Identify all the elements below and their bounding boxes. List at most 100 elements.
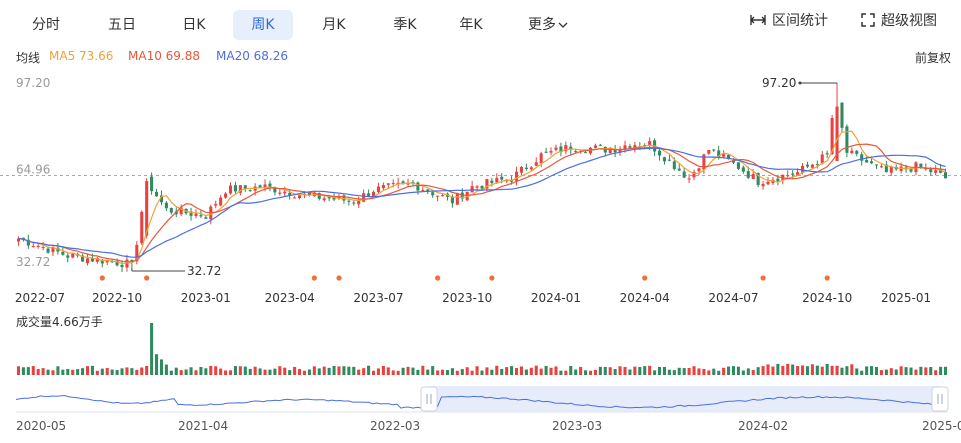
candle-body <box>61 251 65 255</box>
candle-body <box>731 160 736 163</box>
event-marker <box>435 275 441 281</box>
volume-bar <box>342 366 346 375</box>
event-marker <box>824 275 830 281</box>
volume-bar <box>697 368 701 375</box>
volume-bar <box>16 366 20 375</box>
volume-bar <box>569 365 573 375</box>
x-tick-label: 2023-01 <box>181 291 231 305</box>
volume-bar <box>519 366 523 375</box>
volume-bar <box>135 369 139 375</box>
candle-body <box>406 183 410 185</box>
candle-body <box>613 149 617 153</box>
volume-bar <box>510 366 514 375</box>
volume-bar <box>692 366 696 375</box>
tab-more[interactable]: 更多 <box>515 10 581 40</box>
candle-body <box>224 193 228 198</box>
tab-quarterly-k[interactable]: 季K <box>377 10 433 40</box>
candle-body <box>490 180 494 183</box>
volume-bar <box>593 369 597 375</box>
candle-body <box>618 148 622 153</box>
volume-bar <box>100 368 104 375</box>
volume-bar <box>677 367 681 375</box>
tab-weekly-k[interactable]: 周K <box>233 10 293 40</box>
volume-bar <box>889 368 893 375</box>
volume-bar <box>204 368 208 375</box>
tab-monthly-k[interactable]: 月K <box>306 10 362 40</box>
candle-body <box>840 102 844 128</box>
candle-body <box>450 196 454 204</box>
candle-body <box>41 247 45 249</box>
navigator-handle-left[interactable] <box>420 386 438 412</box>
candle-body <box>120 264 124 268</box>
volume-bar <box>865 366 869 375</box>
volume-bar <box>534 365 538 375</box>
volume-bar <box>174 367 178 375</box>
volume-bar <box>115 370 119 375</box>
candle-body <box>179 207 183 215</box>
tab-label: 五日 <box>108 17 136 33</box>
volume-bar <box>874 366 879 375</box>
candle-body <box>263 184 267 187</box>
candle-body <box>293 197 297 199</box>
volume-bar <box>741 370 745 375</box>
candle-body <box>337 196 341 199</box>
volume-bar <box>717 370 721 375</box>
tab-fenshi[interactable]: 分时 <box>18 10 74 40</box>
volume-bar <box>71 369 75 375</box>
candle-body <box>514 171 519 181</box>
tab-daily-k[interactable]: 日K <box>166 10 222 40</box>
candle-body <box>199 215 203 217</box>
candle-body <box>707 150 711 154</box>
volume-bar <box>539 368 543 375</box>
volume-bar <box>470 370 474 375</box>
volume-bar <box>830 365 834 375</box>
super-view-button[interactable]: 超级视图 <box>861 10 937 30</box>
adjust-mode-label[interactable]: 前复权 <box>914 51 951 65</box>
kline-chart[interactable]: 97.20 64.96 32.72 97.20 32.72 2022-07 2022-10 2… <box>0 68 961 443</box>
tab-five-day[interactable]: 五日 <box>94 10 150 40</box>
candle-body <box>919 163 923 168</box>
volume-bar <box>559 370 563 375</box>
volume-bar <box>401 367 405 375</box>
x-tick-label: 2024-01 <box>531 291 581 305</box>
candle-body <box>46 248 50 253</box>
volume-bar <box>845 366 849 375</box>
volume-bar <box>214 366 218 375</box>
volume-bar <box>495 365 499 375</box>
ma10-line <box>18 143 946 263</box>
volume-bar <box>731 366 736 375</box>
candle-body <box>865 159 869 163</box>
volume-bar <box>825 364 829 375</box>
volume-bar <box>258 368 262 375</box>
tab-yearly-k[interactable]: 年K <box>443 10 499 40</box>
volume-bar <box>736 366 740 375</box>
candle-body <box>815 164 819 166</box>
candle-body <box>470 186 474 193</box>
navigator-handle-right[interactable] <box>931 386 949 412</box>
range-stats-button[interactable]: 区间统计 <box>750 10 828 30</box>
volume-bar <box>441 369 445 375</box>
candle-body <box>874 164 879 166</box>
volume-bar <box>505 367 509 375</box>
candle-body <box>692 171 696 178</box>
volume-bar <box>884 369 888 375</box>
candle-body <box>574 151 578 153</box>
volume-bar <box>130 368 134 375</box>
candle-body <box>924 168 928 170</box>
volume-bar <box>51 370 55 375</box>
candle-body <box>554 147 558 150</box>
candle-body <box>362 193 366 202</box>
candle-body <box>347 200 351 202</box>
volume-bar <box>751 370 755 375</box>
volume-bar <box>796 366 800 375</box>
volume-bar <box>357 369 361 375</box>
volume-bar <box>771 366 775 375</box>
candle-body <box>100 259 104 264</box>
candle-body <box>130 259 134 261</box>
tab-label: 分时 <box>32 17 60 33</box>
volume-bar <box>352 366 356 375</box>
volume-bar <box>633 366 637 375</box>
candle-body <box>717 150 721 157</box>
candle-body <box>71 253 75 258</box>
volume-bar <box>722 367 726 375</box>
